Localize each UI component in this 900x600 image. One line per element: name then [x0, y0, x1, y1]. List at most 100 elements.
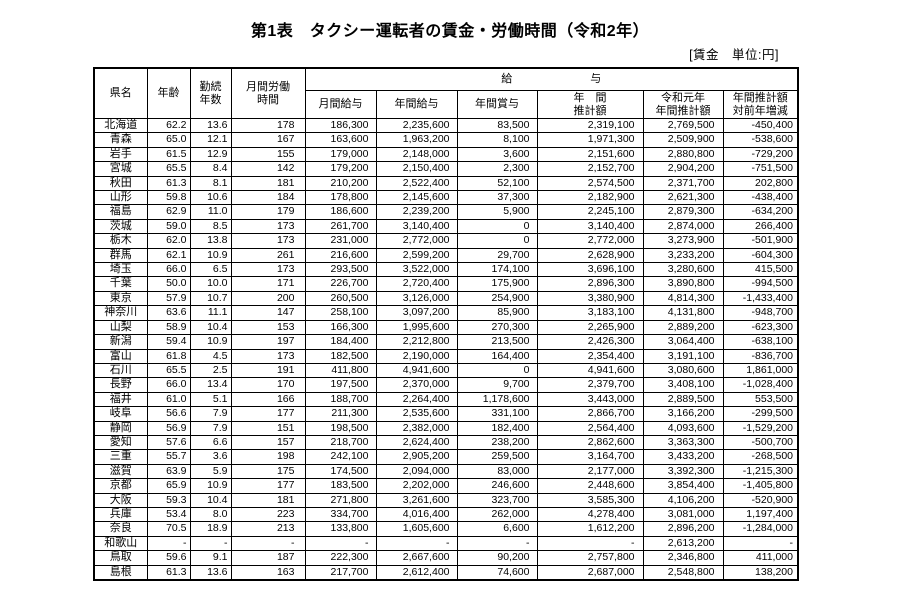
value-cell: 187 — [230, 550, 306, 566]
value-cell: 184,400 — [304, 334, 377, 350]
value-cell: 3,392,300 — [642, 463, 724, 480]
value-cell: 10.4 — [189, 492, 232, 508]
prefecture-cell: 滋賀 — [93, 463, 148, 480]
value-cell: 238,200 — [456, 434, 538, 451]
value-cell: 4,016,400 — [375, 506, 458, 523]
table-row: 和歌山 - - - - - - -2,613,200- — [93, 535, 799, 552]
value-cell: 61.3 — [146, 175, 191, 192]
value-cell: -836,700 — [722, 348, 799, 364]
value-cell: 334,700 — [304, 506, 377, 523]
value-cell: 177 — [230, 406, 306, 422]
value-cell: 50.0 — [146, 276, 191, 292]
value-cell: 4,278,400 — [536, 506, 644, 523]
table-row: 埼玉 66.0 6.5 173 293,500 3,522,000 174,100 3,696… — [93, 262, 799, 278]
value-cell: 0 — [456, 218, 538, 235]
value-cell: 1,605,600 — [375, 521, 458, 537]
prefecture-cell: 福島 — [93, 204, 148, 220]
value-cell: 2,904,200 — [642, 161, 724, 177]
value-cell: 163,600 — [304, 132, 377, 148]
table-row: 滋賀 63.9 5.9 175 174,500 2,094,000 83,000 2,177,… — [93, 463, 799, 480]
value-cell: 10.9 — [189, 247, 232, 264]
value-cell: 62.0 — [146, 233, 191, 249]
value-cell: 178 — [230, 117, 306, 134]
value-cell: 223 — [230, 506, 306, 523]
value-cell: 2,245,100 — [536, 204, 644, 220]
value-cell: 183,500 — [304, 478, 377, 494]
value-cell: 2,613,200 — [642, 535, 724, 552]
value-cell: 163 — [230, 564, 306, 581]
value-cell: 3,140,400 — [375, 218, 458, 235]
value-cell: 1,861,000 — [722, 362, 799, 379]
value-cell: 2,866,700 — [536, 406, 644, 422]
value-cell: 3,081,000 — [642, 506, 724, 523]
value-cell: 181 — [230, 492, 306, 508]
value-cell: 258,100 — [304, 305, 377, 321]
value-cell: 2,151,600 — [536, 146, 644, 163]
value-cell: 323,700 — [456, 492, 538, 508]
value-cell: -268,500 — [722, 449, 799, 465]
value-cell: -1,433,400 — [722, 290, 799, 307]
value-cell: 174,500 — [304, 463, 377, 480]
value-cell: 10.9 — [189, 334, 232, 350]
value-cell: 2,889,200 — [642, 319, 724, 336]
value-cell: 2.5 — [189, 362, 232, 379]
prefecture-cell: 青森 — [93, 132, 148, 148]
value-cell: 13.6 — [189, 564, 232, 581]
value-cell: 211,300 — [304, 406, 377, 422]
value-cell: 2,371,700 — [642, 175, 724, 192]
value-cell: 197,500 — [304, 377, 377, 393]
table-header: 県名 年齢 勤続 年数 月間労働 時間 給与 月間給与 年間給与 年間賞与 年 … — [93, 67, 799, 119]
value-cell: 182,400 — [456, 420, 538, 436]
value-cell: 213,500 — [456, 334, 538, 350]
value-cell: 3,080,600 — [642, 362, 724, 379]
value-cell: 59.6 — [146, 550, 191, 566]
table-row: 神奈川 63.6 11.1 147 258,100 3,097,200 85,900 3,18… — [93, 305, 799, 321]
value-cell: -729,200 — [722, 146, 799, 163]
value-cell: -500,700 — [722, 434, 799, 451]
prefecture-cell: 三重 — [93, 449, 148, 465]
value-cell: 12.1 — [189, 132, 232, 148]
value-cell: 3,854,400 — [642, 478, 724, 494]
value-cell: 2,370,000 — [375, 377, 458, 393]
value-cell: 59.4 — [146, 334, 191, 350]
header-annual-bonus: 年間賞与 — [456, 90, 538, 119]
header-annual-salary: 年間給与 — [375, 90, 458, 119]
value-cell: 66.0 — [146, 377, 191, 393]
value-cell: 61.0 — [146, 391, 191, 408]
value-cell: - — [146, 535, 191, 552]
value-cell: 18.9 — [189, 521, 232, 537]
table-row: 栃木 62.0 13.8 173 231,000 2,772,000 0 2,772,000 3… — [93, 233, 799, 249]
value-cell: 2,574,500 — [536, 175, 644, 192]
value-cell: 293,500 — [304, 262, 377, 278]
value-cell: 2,346,800 — [642, 550, 724, 566]
value-cell: 2,382,000 — [375, 420, 458, 436]
header-annual-estimate: 年 間 推計額 — [536, 90, 644, 119]
value-cell: 2,239,200 — [375, 204, 458, 220]
value-cell: -438,400 — [722, 190, 799, 206]
value-cell: -501,900 — [722, 233, 799, 249]
value-cell: 3,273,900 — [642, 233, 724, 249]
value-cell: 2,599,200 — [375, 247, 458, 264]
value-cell: 2,190,000 — [375, 348, 458, 364]
value-cell: 74,600 — [456, 564, 538, 581]
header-tenure: 勤続 年数 — [189, 67, 232, 119]
value-cell: 3,166,200 — [642, 406, 724, 422]
value-cell: 2,094,000 — [375, 463, 458, 480]
value-cell: 3,600 — [456, 146, 538, 163]
table-row: 兵庫 53.4 8.0 223 334,700 4,016,400 262,000 4,278… — [93, 506, 799, 523]
prefecture-cell: 北海道 — [93, 117, 148, 134]
prefecture-cell: 石川 — [93, 362, 148, 379]
value-cell: 9,700 — [456, 377, 538, 393]
value-cell: 2,152,700 — [536, 161, 644, 177]
header-prev-year-estimate: 令和元年 年間推計額 — [642, 90, 724, 119]
table-row: 青森 65.0 12.1 167 163,600 1,963,200 8,100 1,971,… — [93, 132, 799, 148]
header-row-2: 月間給与 年間給与 年間賞与 年 間 推計額 令和元年 年間推計額 年間推計額 … — [94, 90, 799, 119]
value-cell: 0 — [456, 362, 538, 379]
value-cell: 2,202,000 — [375, 478, 458, 494]
header-age: 年齢 — [146, 67, 191, 119]
value-cell: 6.5 — [189, 262, 232, 278]
value-cell: 331,100 — [456, 406, 538, 422]
value-cell: 10.6 — [189, 190, 232, 206]
value-cell: 202,800 — [722, 175, 799, 192]
value-cell: 261 — [230, 247, 306, 264]
